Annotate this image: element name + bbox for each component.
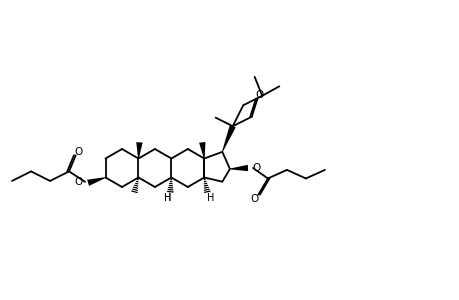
Text: H: H [163,193,171,203]
Text: O: O [75,177,83,187]
Text: O: O [74,147,83,157]
Polygon shape [230,165,247,171]
Text: O: O [250,194,258,204]
Polygon shape [136,142,142,158]
Text: H: H [206,193,213,203]
Polygon shape [199,142,205,158]
Text: O: O [255,90,263,100]
Text: O: O [252,163,260,173]
Polygon shape [87,177,106,186]
Polygon shape [222,125,235,152]
Text: H: H [163,193,171,203]
